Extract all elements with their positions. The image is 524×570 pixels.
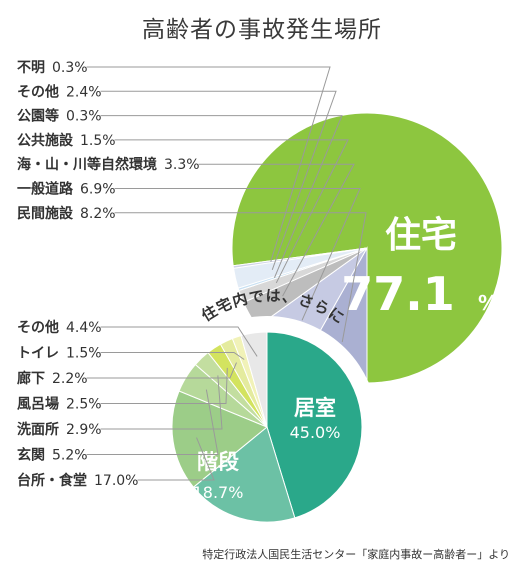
big-legend-label-2: 一般道路 6.9% <box>17 181 116 198</box>
small-leader-line-6 <box>86 362 237 379</box>
small-pie-slice-0 <box>266 331 363 519</box>
small-legend-label-4: 洗面所 2.9% <box>17 421 102 438</box>
small-leader-line-5 <box>100 367 228 404</box>
big-pie-main-unit: % <box>478 291 498 315</box>
small-pie-label-0: 居室 <box>294 396 336 420</box>
small-pie-slice-1 <box>192 426 296 523</box>
small-legend-label-7: トイレ 1.5% <box>17 346 102 362</box>
small-legend-label-8: その他 4.4% <box>17 319 102 336</box>
big-leader-line-4 <box>114 139 349 284</box>
big-leader-line-7 <box>86 66 331 262</box>
small-legend-label-6: 廊下 2.2% <box>17 370 88 387</box>
big-legend-label-6: その他 2.4% <box>17 83 102 100</box>
small-pie-slice-8 <box>240 331 268 428</box>
big-leader-line-6 <box>100 90 337 270</box>
big-legend-label-1: 民間施設 8.2% <box>17 205 116 222</box>
small-leader-line-2 <box>137 437 215 481</box>
big-leader-line-5 <box>100 115 343 278</box>
big-leader-line-1 <box>114 212 367 343</box>
big-legend-label-4: 公共施設 1.5% <box>17 132 116 149</box>
big-pie-main-label: 住宅 <box>385 214 457 256</box>
small-pie-value-1: 18.7% <box>193 483 244 502</box>
small-legend-label-3: 玄関 5.2% <box>17 447 88 464</box>
chart-title: 高齢者の事故発生場所 <box>142 17 382 43</box>
small-leader-line-4 <box>100 375 223 430</box>
small-leader-line-8 <box>100 326 258 357</box>
small-legend-label-2: 台所・食堂 17.0% <box>17 472 138 489</box>
big-legend-label-7: 不明 0.3% <box>17 60 88 76</box>
big-pie-main-value: 77.1 <box>341 267 455 321</box>
small-pie-slice-2 <box>171 390 268 488</box>
big-leader-line-2 <box>114 188 361 321</box>
big-legend-label-5: 公園等 0.3% <box>17 108 102 125</box>
small-leader-line-3 <box>86 389 219 455</box>
big-leader-line-3 <box>198 163 355 297</box>
small-leader-line-7 <box>100 352 245 360</box>
small-legend-label-5: 風呂場 2.5% <box>17 396 102 413</box>
big-pie-slice-7 <box>232 247 368 269</box>
small-pie-value-0: 45.0% <box>290 423 341 442</box>
big-legend-label-3: 海・山・川等自然環境 3.3% <box>17 156 200 173</box>
source-note: 特定行政法人国民生活センター「家庭内事故ー高齢者ー」より <box>202 548 510 561</box>
